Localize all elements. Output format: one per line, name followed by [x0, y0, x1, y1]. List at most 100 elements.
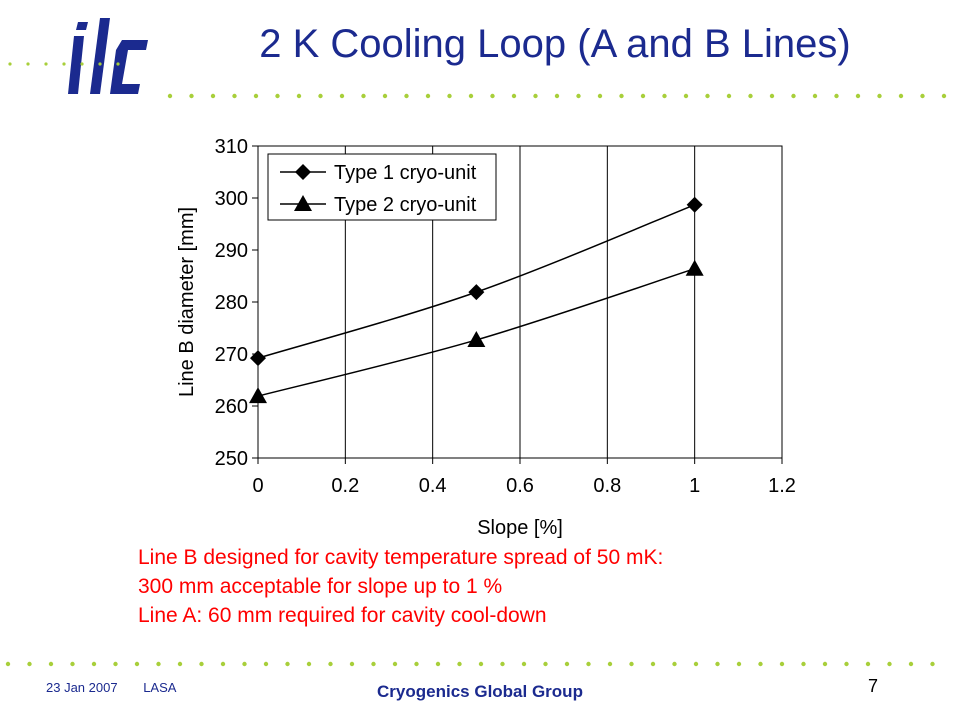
- top-dot: [898, 93, 904, 99]
- line-chart: 250 260 270 280 290 300 310 0 0.2 0.4 0.6 0.8 1 1.2 Sl…: [176, 136, 796, 539]
- top-dot: [447, 93, 452, 99]
- bottom-dot: [543, 661, 548, 667]
- bottom-dot: [930, 661, 935, 667]
- top-dot: [683, 93, 689, 99]
- series-1-point: [468, 284, 485, 301]
- top-dot: [382, 93, 388, 99]
- y-tick-label: 280: [215, 292, 248, 314]
- series-1-point: [686, 196, 703, 213]
- bottom-dot: [48, 661, 54, 667]
- top-dot: [619, 93, 624, 99]
- series-2-point: [467, 330, 486, 347]
- bottom-dot: [199, 661, 204, 667]
- top-dot: [210, 93, 216, 99]
- legend-label: Type 2 cryo-unit: [334, 194, 477, 216]
- top-dot: [726, 93, 732, 99]
- top-dot: [425, 93, 431, 99]
- legend: [267, 153, 497, 221]
- bottom-dot: [371, 661, 376, 667]
- slide-notes: Line B designed for cavity temperature s…: [138, 543, 898, 630]
- bottom-dot: [306, 661, 312, 667]
- top-dot: [490, 93, 495, 99]
- y-tick-label: 300: [215, 188, 248, 210]
- top-dot: [597, 93, 603, 99]
- ilc-logo: [68, 18, 148, 94]
- note-line-3: Line A: 60 mm required for cavity cool-d…: [138, 604, 547, 627]
- top-dot: [167, 93, 173, 99]
- x-tick-label: 1: [689, 475, 700, 497]
- top-dot: [576, 93, 581, 99]
- note-line-2: 300 mm acceptable for slope up to 1 %: [138, 575, 503, 598]
- footer-date: 23 Jan 2007: [46, 680, 118, 695]
- bottom-dot: [5, 661, 11, 667]
- top-dot: [44, 62, 48, 66]
- bottom-dot: [564, 661, 570, 667]
- top-dot: [361, 93, 366, 99]
- bottom-dot: [715, 661, 720, 667]
- top-dot: [26, 62, 30, 66]
- x-tick-label: 0.4: [419, 475, 447, 497]
- top-dot: [855, 93, 861, 99]
- top-dot: [640, 93, 646, 99]
- bottom-dot: [220, 661, 226, 667]
- bottom-dot: [392, 661, 398, 667]
- top-dot: [189, 93, 194, 99]
- y-tick-label: 270: [215, 344, 248, 366]
- top-dot: [404, 93, 409, 99]
- y-tick-label: 310: [215, 136, 248, 158]
- bottom-dot: [27, 661, 32, 667]
- top-dot: [296, 93, 302, 99]
- bottom-dot: [736, 661, 742, 667]
- y-tick-label: 250: [215, 448, 248, 470]
- bottom-dot: [156, 661, 161, 667]
- top-dot: [705, 93, 710, 99]
- bottom-dot: [521, 661, 527, 667]
- bottom-dot: [908, 661, 914, 667]
- top-dot: [812, 93, 818, 99]
- y-tick-label: 260: [215, 396, 248, 418]
- top-dot: [318, 93, 323, 99]
- note-line-1: Line B designed for cavity temperature s…: [138, 546, 664, 569]
- bottom-dot: [134, 661, 140, 667]
- top-dot: [8, 62, 12, 66]
- bottom-dot: [758, 661, 763, 667]
- page-number: 7: [868, 676, 879, 696]
- top-dot: [748, 93, 753, 99]
- bottom-dot: [500, 661, 505, 667]
- bottom-dot: [414, 661, 419, 667]
- bottom-dot: [865, 661, 871, 667]
- bottom-dot: [779, 661, 785, 667]
- bottom-dot: [349, 661, 355, 667]
- bottom-dot: [607, 661, 613, 667]
- x-tick-label: 0.6: [506, 475, 534, 497]
- top-dot: [834, 93, 839, 99]
- top-dot: [468, 93, 474, 99]
- bottom-dot: [822, 661, 828, 667]
- bottom-dot: [113, 661, 118, 667]
- bottom-dot: [263, 661, 269, 667]
- bottom-dot: [328, 661, 333, 667]
- legend-label: Type 1 cryo-unit: [334, 162, 477, 184]
- top-dot: [941, 93, 947, 99]
- slide-title: 2 K Cooling Loop (A and B Lines): [259, 22, 851, 66]
- top-dot: [511, 93, 517, 99]
- top-dot: [232, 93, 237, 99]
- bottom-dot: [70, 661, 75, 667]
- bottom-dot: [629, 661, 634, 667]
- top-dot: [554, 93, 560, 99]
- series-2-point: [249, 387, 267, 404]
- bottom-dot: [177, 661, 183, 667]
- bottom-dot: [844, 661, 849, 667]
- bottom-dot: [693, 661, 699, 667]
- top-dot: [662, 93, 667, 99]
- bottom-dot: [285, 661, 290, 667]
- x-tick-label: 1.2: [768, 475, 796, 497]
- bottom-dot: [672, 661, 677, 667]
- bottom-dot: [435, 661, 441, 667]
- legend-marker: [294, 195, 312, 211]
- x-tick-label: 0.8: [593, 475, 621, 497]
- bottom-dot: [586, 661, 591, 667]
- y-axis-label: Line B diameter [mm]: [176, 207, 198, 397]
- bottom-dot: [887, 661, 892, 667]
- footer-location: LASA: [143, 680, 177, 695]
